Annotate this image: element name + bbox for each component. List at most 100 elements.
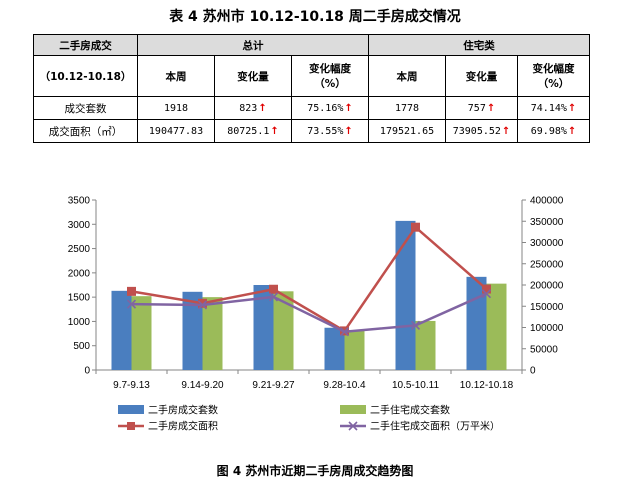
legend-marker-x	[348, 421, 358, 431]
summary-table: 二手房成交 总计 住宅类 （10.12-10.18） 本周 变化量 变化幅度 （%…	[33, 34, 591, 143]
x-tick-label: 9.21-9.27	[252, 380, 295, 391]
cell-value: 73905.52	[452, 125, 501, 137]
cell-value: 69.98%	[530, 125, 567, 137]
cell-total-pct: 75.16%↑	[290, 96, 370, 120]
up-arrow-icon: ↑	[258, 102, 267, 114]
up-arrow-icon: ↑	[501, 125, 511, 137]
col-week-residential: 本周	[368, 55, 447, 97]
point-marker-square	[127, 286, 136, 296]
right-tick-label: 250000	[530, 259, 564, 270]
bar-total-units	[395, 220, 416, 370]
row-label: 成交套数	[33, 96, 138, 120]
left-tick-label: 0	[84, 366, 90, 377]
right-tick-label: 400000	[530, 196, 564, 207]
x-tick-label: 9.14-9.20	[181, 380, 224, 391]
col-change-total: 变化量	[214, 55, 292, 97]
left-tick-label: 1000	[68, 317, 91, 328]
col-pct-line2: （%）	[537, 78, 570, 90]
up-arrow-icon: ↑	[567, 125, 577, 137]
bar-residential-units	[486, 283, 507, 370]
page-title: 表 4 苏州市 10.12-10.18 周二手房成交情况	[169, 9, 461, 25]
legend-swatch	[118, 405, 144, 414]
corner-bottom-cell: （10.12-10.18）	[33, 55, 138, 97]
bar-total-units	[253, 285, 274, 370]
right-tick-label: 300000	[530, 238, 564, 249]
legend-label: 二手住宅成交套数	[370, 404, 450, 417]
cell-total-week: 1918	[137, 96, 215, 120]
col-pct-line2: （%）	[314, 78, 346, 90]
x-tick-label: 9.7-9.13	[113, 380, 150, 391]
right-tick-label: 350000	[530, 217, 564, 228]
table-row: 成交面积（㎡） 190477.83 80725.1↑ 73.55%↑ 17952…	[33, 119, 591, 143]
point-marker-x	[481, 289, 492, 299]
cell-total-pct: 73.55%↑	[290, 119, 370, 143]
left-tick-label: 1500	[68, 293, 91, 304]
bar-total-units	[182, 291, 203, 370]
x-tick-label: 10.5-10.11	[392, 380, 440, 391]
up-arrow-icon: ↑	[486, 102, 496, 114]
cell-res-week: 1778	[368, 96, 447, 120]
group-total-header: 总计	[136, 34, 370, 56]
left-tick-label: 500	[73, 341, 90, 352]
right-tick-label: 50000	[530, 344, 558, 355]
col-pct-line1: 变化幅度	[532, 63, 575, 75]
cell-value: 823	[239, 102, 258, 114]
x-tick-label: 9.28-10.4	[323, 380, 366, 391]
legend-label: 二手住宅成交面积（万平米）	[370, 420, 500, 433]
bar-residential-units	[415, 320, 436, 370]
bar-residential-units	[273, 291, 294, 370]
right-tick-label: 0	[530, 366, 536, 377]
left-tick-label: 2000	[68, 268, 91, 279]
cell-value: 73.55%	[307, 125, 344, 137]
legend-marker-square	[127, 422, 135, 430]
point-marker-x	[126, 299, 137, 309]
left-tick-label: 2500	[68, 244, 91, 255]
left-tick-label: 3000	[68, 220, 91, 231]
legend-label: 二手房成交套数	[148, 404, 218, 417]
row-label: 成交面积（㎡）	[33, 119, 138, 143]
bar-total-units	[111, 290, 132, 370]
right-tick-label: 200000	[530, 281, 564, 292]
cell-total-week: 190477.83	[137, 119, 215, 143]
point-marker-square	[411, 222, 420, 232]
cell-res-change: 73905.52↑	[445, 119, 519, 143]
cell-total-change: 80725.1↑	[214, 119, 292, 143]
corner-top-cell: 二手房成交	[33, 34, 138, 56]
legend-swatch	[340, 405, 366, 414]
point-marker-x	[410, 320, 421, 330]
trend-chart: 0 500 1000 1500 2000 2500 3000 3500 0 50000 100000…	[68, 196, 564, 433]
point-marker-square	[198, 298, 207, 308]
up-arrow-icon: ↑	[567, 102, 577, 114]
col-pct-residential: 变化幅度 （%）	[517, 55, 591, 97]
col-pct-line1: 变化幅度	[309, 63, 351, 75]
right-tick-label: 100000	[530, 323, 564, 334]
cell-value: 757	[467, 102, 486, 114]
up-arrow-icon: ↑	[270, 125, 279, 137]
cell-total-change: 823↑	[214, 96, 292, 120]
table-subheader-row: （10.12-10.18） 本周 变化量 变化幅度 （%） 本周 变化量 变化幅度…	[33, 55, 591, 97]
x-tick-label: 10.12-10.18	[460, 380, 514, 391]
point-marker-x	[197, 300, 208, 310]
point-marker-square	[482, 284, 491, 294]
col-change-residential: 变化量	[445, 55, 519, 97]
cell-value: 75.16%	[307, 102, 344, 114]
point-marker-x	[268, 292, 279, 302]
bar-total-units	[324, 327, 345, 370]
col-pct-total: 变化幅度 （%）	[290, 55, 370, 97]
series-line-total-area	[131, 225, 488, 333]
cell-res-pct: 69.98%↑	[517, 119, 591, 143]
cell-res-week: 179521.65	[368, 119, 447, 143]
bar-residential-units	[202, 297, 223, 370]
col-week-total: 本周	[137, 55, 215, 97]
point-marker-square	[269, 284, 278, 294]
cell-value: 74.14%	[530, 102, 567, 114]
up-arrow-icon: ↑	[344, 125, 353, 137]
legend-label: 二手房成交面积	[148, 420, 218, 433]
up-arrow-icon: ↑	[344, 102, 353, 114]
series-line-residential-area	[131, 292, 488, 334]
bar-residential-units	[131, 296, 152, 370]
table-header-row: 二手房成交 总计 住宅类	[33, 34, 591, 56]
group-residential-header: 住宅类	[368, 34, 591, 56]
point-marker-x	[339, 327, 350, 337]
cell-res-change: 757↑	[445, 96, 519, 120]
